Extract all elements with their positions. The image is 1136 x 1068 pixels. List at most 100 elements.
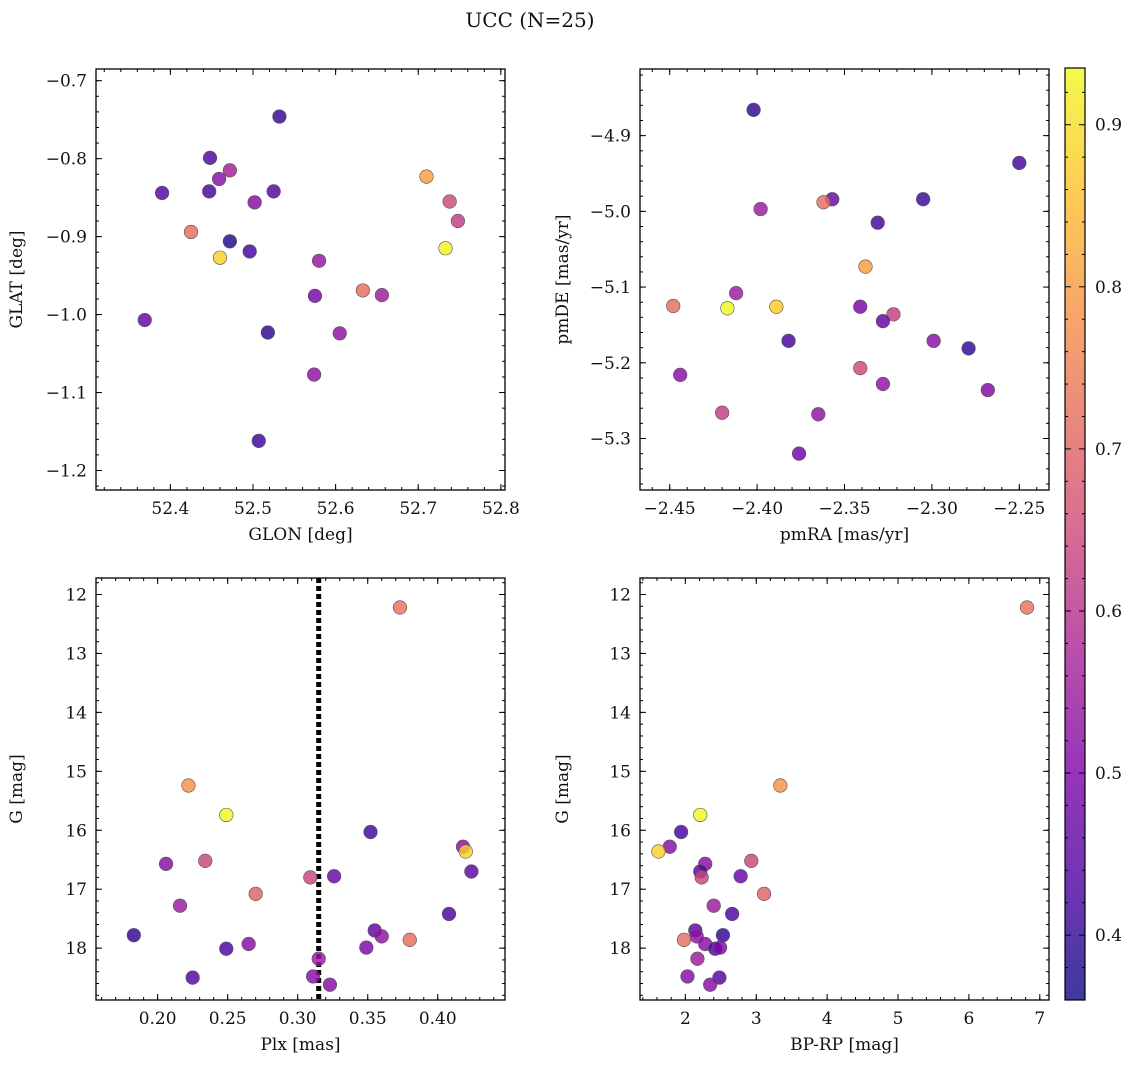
data-point xyxy=(781,333,796,348)
data-point xyxy=(202,184,217,199)
data-point xyxy=(875,376,891,392)
y-tick-label: −5.0 xyxy=(590,202,631,222)
data-point xyxy=(706,898,721,913)
data-point xyxy=(450,213,466,229)
data-point xyxy=(791,446,807,461)
colorbar-tick-label: 0.6 xyxy=(1095,602,1122,622)
y-tick-label: 17 xyxy=(609,880,631,900)
scatter-points xyxy=(666,102,1027,461)
data-point xyxy=(733,869,748,884)
y-tick-label: 16 xyxy=(609,821,631,841)
data-point xyxy=(725,906,740,922)
data-point xyxy=(212,171,227,187)
y-tick-label: −1.2 xyxy=(46,462,87,482)
data-point xyxy=(773,778,788,793)
data-point xyxy=(311,253,327,268)
y-tick-label: 15 xyxy=(65,762,87,782)
x-tick-label: 52.4 xyxy=(151,499,189,519)
y-tick-label: −4.9 xyxy=(590,127,631,147)
data-point xyxy=(311,951,326,966)
x-tick-label: 2 xyxy=(680,1009,691,1029)
panel-4: 2 3 4 5 6 7 12 13 14 15 16 17 18 BP-RP [mag] G [mag] xyxy=(553,577,1050,1055)
x-tick-label: 0.25 xyxy=(209,1009,247,1029)
data-point xyxy=(374,929,389,944)
data-point xyxy=(172,898,188,913)
x-tick-label: −2.30 xyxy=(906,499,958,519)
y-tick-label: −0.7 xyxy=(46,72,87,92)
y-tick-label: 16 xyxy=(65,821,87,841)
scatter-points xyxy=(137,109,466,448)
data-point xyxy=(219,941,234,956)
data-point xyxy=(980,382,995,398)
data-point xyxy=(185,970,200,985)
data-point xyxy=(651,844,666,859)
scatter-points xyxy=(126,600,479,992)
y-tick-label: 18 xyxy=(609,939,631,959)
data-point xyxy=(248,886,263,902)
data-point xyxy=(198,853,213,869)
y-tick-label: 18 xyxy=(65,939,87,959)
x-tick-label: 0.30 xyxy=(279,1009,317,1029)
data-point xyxy=(442,194,457,209)
data-point xyxy=(272,109,287,124)
x-tick-label: 0.40 xyxy=(419,1009,457,1029)
data-point xyxy=(247,195,262,210)
data-point xyxy=(307,288,323,303)
data-point xyxy=(155,185,170,201)
data-point xyxy=(916,192,931,207)
data-point xyxy=(703,977,718,992)
y-axis-label: GLAT [deg] xyxy=(7,230,27,328)
x-tick-label: −2.35 xyxy=(818,499,870,519)
y-tick-label: 12 xyxy=(609,586,631,606)
data-point xyxy=(676,932,692,947)
axes-frame xyxy=(639,577,1050,1001)
data-point xyxy=(241,936,256,952)
axes-frame xyxy=(639,68,1050,491)
axis-ticks xyxy=(640,69,1049,490)
x-tick-label: 0.35 xyxy=(349,1009,387,1029)
y-axis-label: pmDE [mas/yr] xyxy=(553,214,573,344)
data-point xyxy=(715,928,731,943)
data-point xyxy=(753,201,768,217)
data-point xyxy=(666,298,681,314)
data-point xyxy=(158,856,174,871)
colorbar-tick-label: 0.7 xyxy=(1095,440,1122,460)
colorbar-tick-label: 0.9 xyxy=(1095,116,1122,136)
colorbar-frame xyxy=(1064,67,1086,1001)
x-tick-label: −2.25 xyxy=(993,499,1045,519)
data-point xyxy=(875,314,891,329)
data-point xyxy=(306,969,321,984)
y-tick-label: −0.9 xyxy=(46,228,87,248)
data-point xyxy=(811,407,826,422)
data-point xyxy=(126,928,141,943)
data-point xyxy=(1019,600,1035,615)
data-point xyxy=(870,215,885,230)
data-point xyxy=(746,102,761,117)
x-tick-label: 3 xyxy=(751,1009,762,1029)
data-point xyxy=(303,870,318,885)
y-axis-label: G [mag] xyxy=(553,754,573,823)
data-point xyxy=(392,600,408,615)
x-axis-label: GLON [deg] xyxy=(248,525,352,545)
colorbar: 0.4 0.5 0.6 0.7 0.8 0.9 xyxy=(1064,67,1122,1001)
y-tick-label: −0.8 xyxy=(46,150,87,170)
x-tick-label: 5 xyxy=(893,1009,904,1029)
data-point xyxy=(674,824,689,840)
colorbar-tick-label: 0.8 xyxy=(1095,278,1122,298)
y-tick-label: 12 xyxy=(65,586,87,606)
data-point xyxy=(327,869,342,884)
scatter-points xyxy=(651,600,1035,992)
data-point xyxy=(690,951,705,966)
y-tick-label: 15 xyxy=(609,762,631,782)
data-point xyxy=(720,301,735,316)
y-axis-label: G [mag] xyxy=(7,754,27,823)
x-tick-label: 52.6 xyxy=(317,499,355,519)
data-point xyxy=(693,807,708,823)
x-tick-label: −2.40 xyxy=(731,499,783,519)
data-point xyxy=(715,405,730,420)
x-tick-label: 6 xyxy=(963,1009,974,1029)
data-point xyxy=(374,287,389,303)
y-tick-label: 14 xyxy=(609,703,631,723)
panel-2: −2.45 −2.40 −2.35 −2.30 −2.25 −5.3 −5.2 −5.1 −5.… xyxy=(553,68,1050,545)
